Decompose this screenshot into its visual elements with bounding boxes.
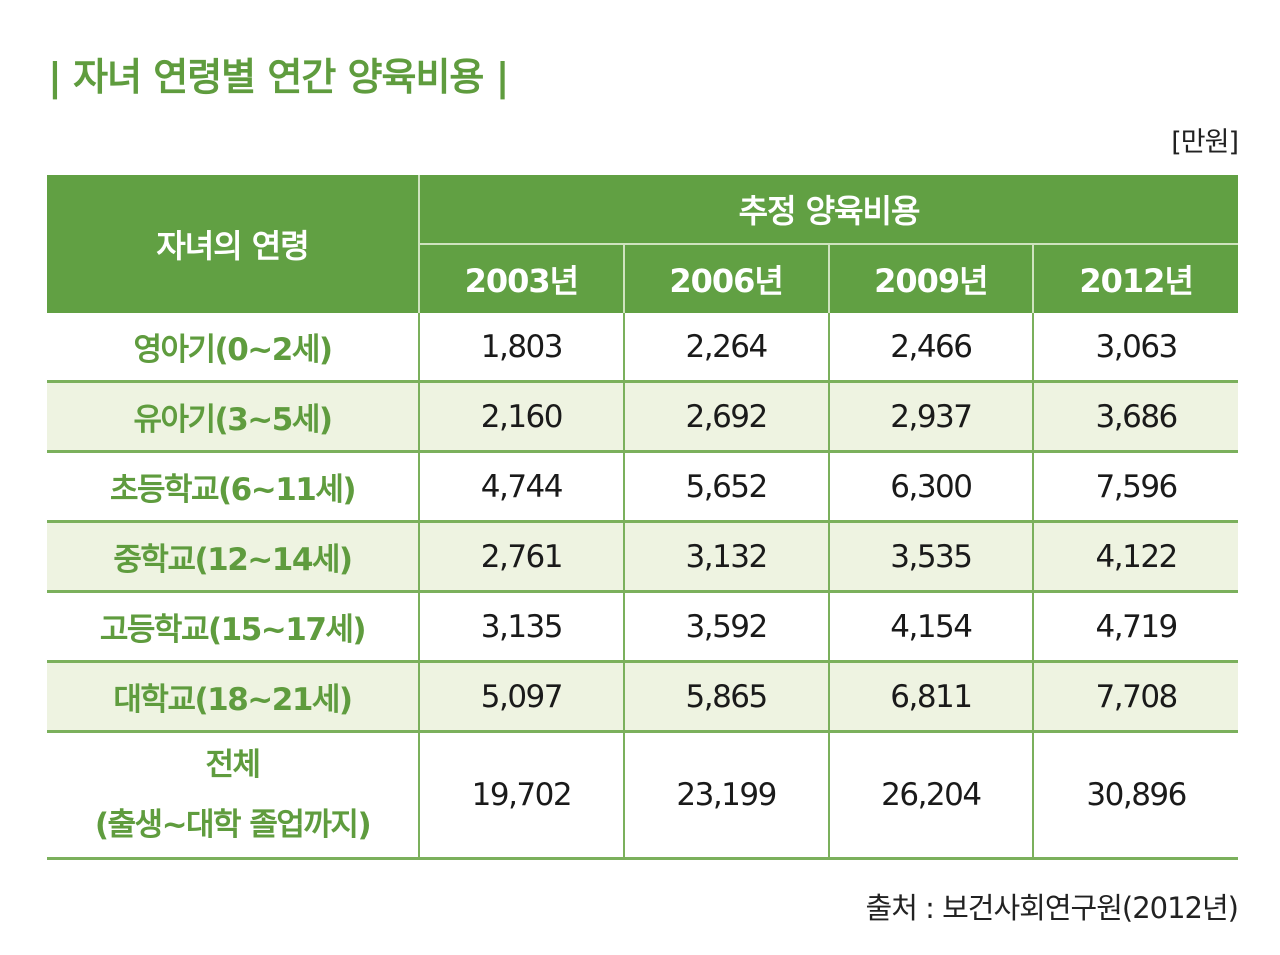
- age-cell: 중학교(12~14세): [47, 521, 420, 593]
- year-header: 2003년: [419, 244, 625, 313]
- value-cell: 3,592: [623, 591, 830, 663]
- value-cell: 1,803: [419, 313, 625, 383]
- value-cell: 5,652: [623, 451, 830, 523]
- value-cell: 7,708: [1033, 661, 1239, 733]
- value-cell: 3,063: [1033, 313, 1239, 383]
- value-cell: 3,535: [828, 521, 1035, 593]
- age-cell: 유아기(3~5세): [47, 381, 420, 453]
- value-cell: 4,154: [828, 591, 1035, 663]
- age-cell: 고등학교(15~17세): [47, 591, 420, 663]
- age-cell: 대학교(18~21세): [47, 661, 420, 733]
- value-cell: 6,811: [828, 661, 1035, 733]
- source-note: 출처 : 보건사회연구원(2012년): [865, 891, 1239, 925]
- page-title: | 자녀 연령별 연간 양육비용 |: [48, 55, 509, 99]
- value-cell: 2,761: [419, 521, 625, 593]
- table-row: 초등학교(6~11세) 4,744 5,652 6,300 7,596: [47, 451, 1239, 523]
- value-cell: 2,937: [828, 381, 1035, 453]
- value-cell: 4,744: [419, 451, 625, 523]
- childcare-cost-table: 자녀의 연령 추정 양육비용 2003년 2006년 2009년 2012년 영…: [47, 175, 1239, 860]
- value-cell: 7,596: [1033, 451, 1239, 523]
- value-cell: 4,122: [1033, 521, 1239, 593]
- age-cell: 초등학교(6~11세): [47, 451, 420, 523]
- table-row: 중학교(12~14세) 2,761 3,132 3,535 4,122: [47, 521, 1239, 593]
- value-cell: 3,686: [1033, 381, 1239, 453]
- year-header-row: 2003년 2006년 2009년 2012년: [47, 244, 1239, 313]
- value-cell: 6,300: [828, 451, 1035, 523]
- value-cell: 2,692: [623, 381, 830, 453]
- value-cell: 2,160: [419, 381, 625, 453]
- total-row: 전체 (출생~대학 졸업까지) 19,702 23,199 26,204 30,…: [47, 731, 1239, 860]
- total-sublabel: (출생~대학 졸업까지): [94, 807, 372, 843]
- table-header-row: 자녀의 연령 추정 양육비용: [47, 175, 1239, 313]
- table-row: 영아기(0~2세) 1,803 2,264 2,466 3,063: [47, 313, 1239, 383]
- age-cell: 영아기(0~2세): [47, 313, 420, 383]
- value-cell: 3,135: [419, 591, 625, 663]
- year-header: 2012년: [1033, 244, 1239, 313]
- value-cell: 4,719: [1033, 591, 1239, 663]
- value-cell: 2,264: [623, 313, 830, 383]
- unit-label: [만원]: [1171, 127, 1239, 158]
- year-header: 2009년: [828, 244, 1035, 313]
- total-value-cell: 30,896: [1033, 731, 1239, 860]
- total-label: 전체: [205, 747, 261, 783]
- estimated-cost-header: 추정 양육비용: [419, 175, 1239, 245]
- age-column-header: 자녀의 연령: [47, 175, 420, 313]
- value-cell: 5,097: [419, 661, 625, 733]
- total-value-cell: 19,702: [419, 731, 625, 860]
- total-value-cell: 23,199: [623, 731, 830, 860]
- table-row: 대학교(18~21세) 5,097 5,865 6,811 7,708: [47, 661, 1239, 733]
- value-cell: 3,132: [623, 521, 830, 593]
- total-age-cell: 전체 (출생~대학 졸업까지): [47, 731, 420, 860]
- value-cell: 2,466: [828, 313, 1035, 383]
- year-header: 2006년: [623, 244, 830, 313]
- table-row: 유아기(3~5세) 2,160 2,692 2,937 3,686: [47, 381, 1239, 453]
- table-row: 고등학교(15~17세) 3,135 3,592 4,154 4,719: [47, 591, 1239, 663]
- value-cell: 5,865: [623, 661, 830, 733]
- total-value-cell: 26,204: [828, 731, 1035, 860]
